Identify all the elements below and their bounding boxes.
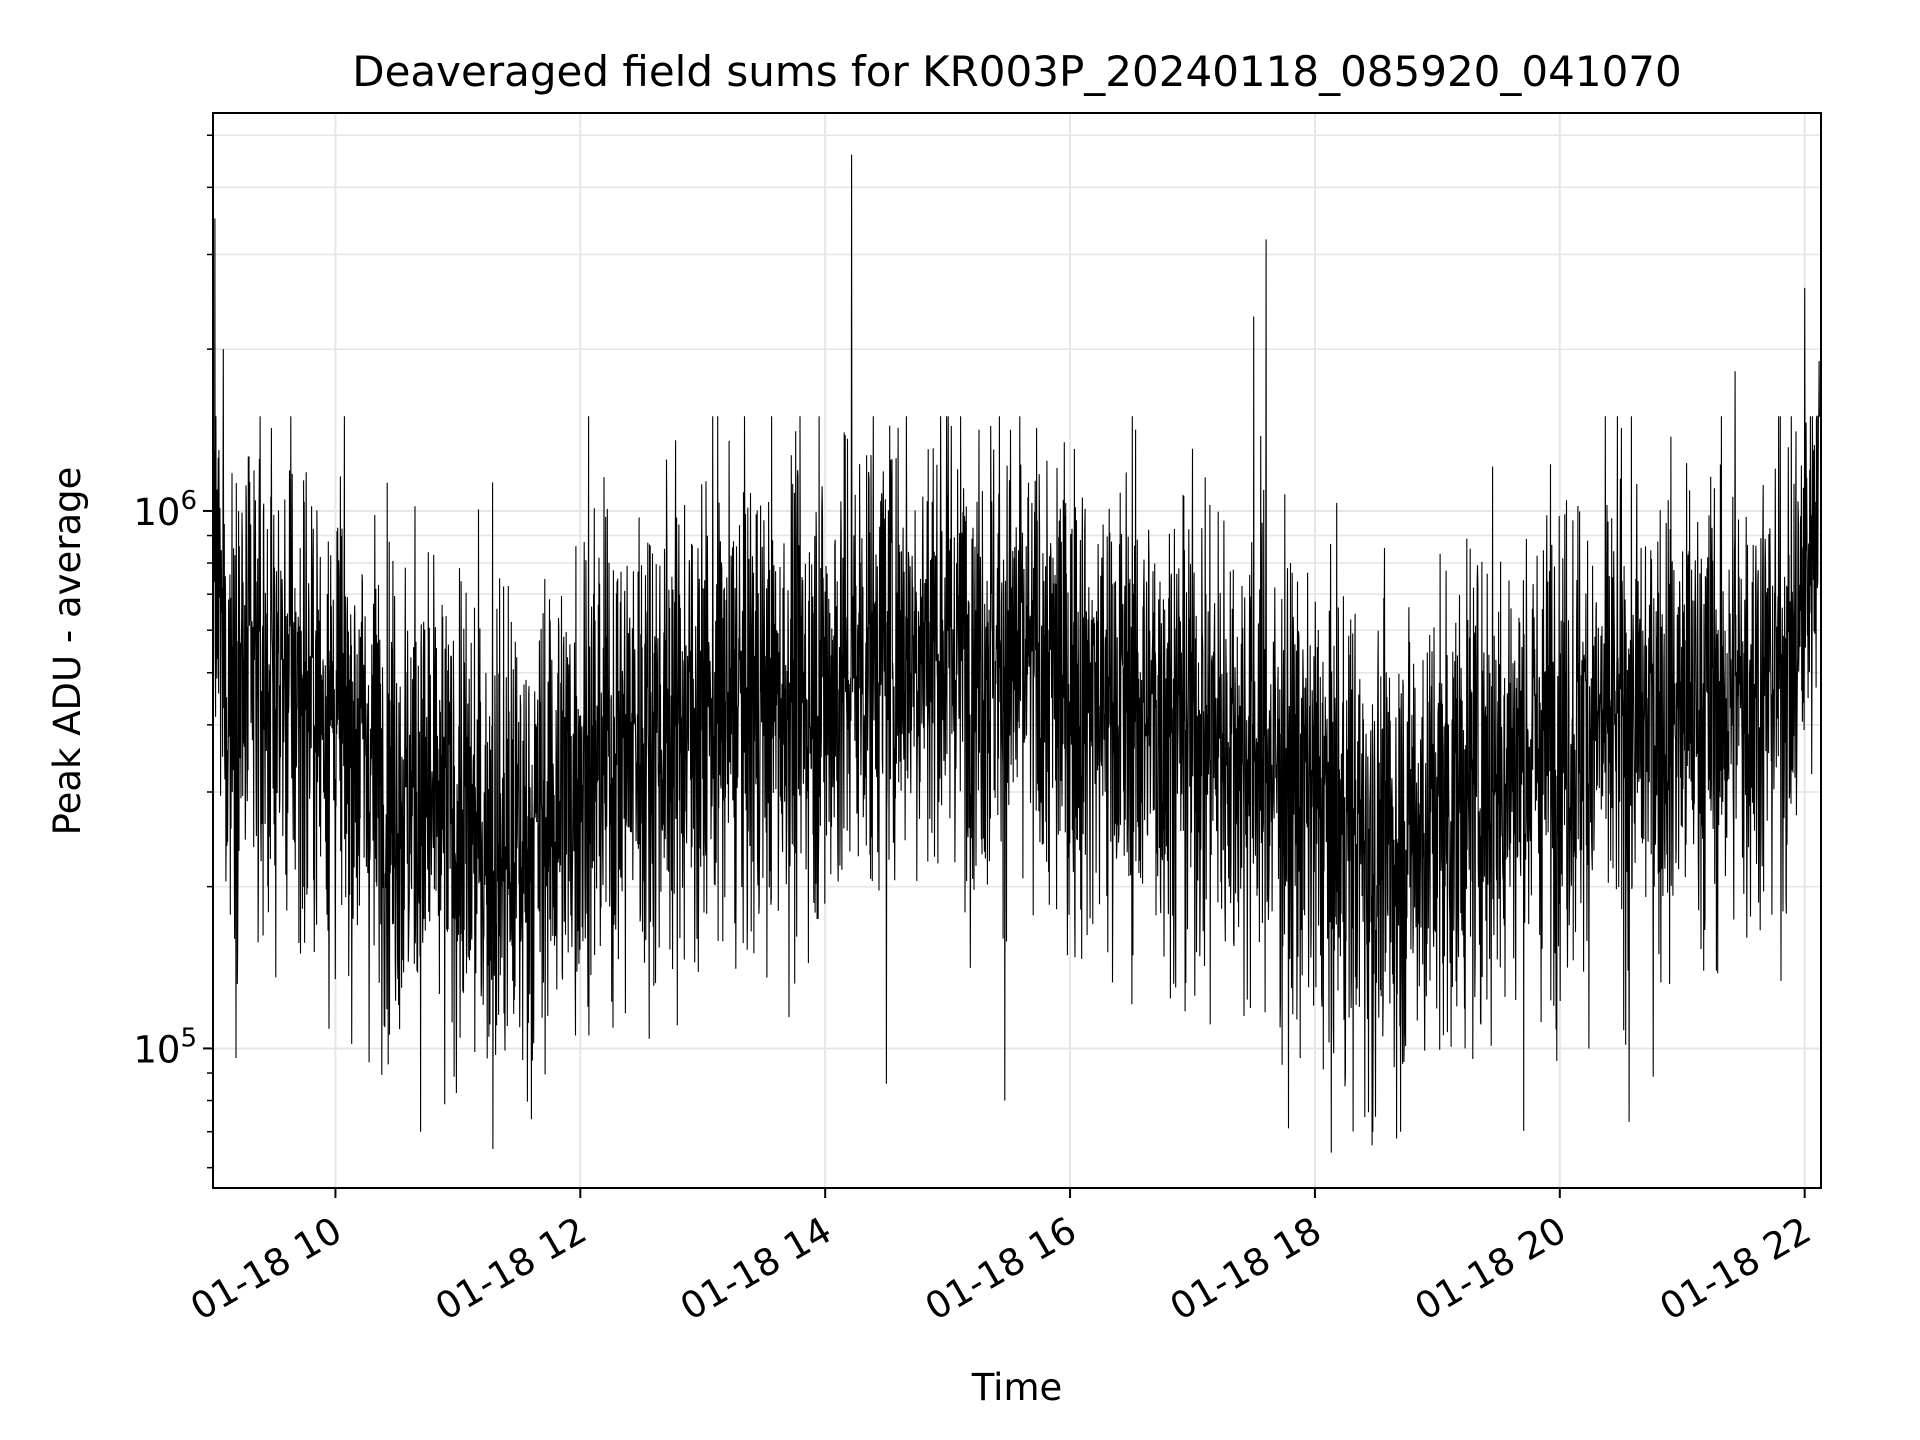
y-tick-label: 105: [133, 1023, 197, 1071]
plot-frame: [212, 112, 1822, 1189]
series-path: [213, 154, 1820, 1153]
y-axis-label: Peak ADU - average: [46, 467, 89, 836]
y-tick-label: 106: [133, 486, 197, 534]
chart-title: Deaveraged field sums for KR003P_2024011…: [352, 47, 1682, 96]
y-axis: 105 106: [133, 134, 213, 1169]
x-axis-label: Time: [971, 1366, 1063, 1409]
series-line: [213, 154, 1820, 1153]
